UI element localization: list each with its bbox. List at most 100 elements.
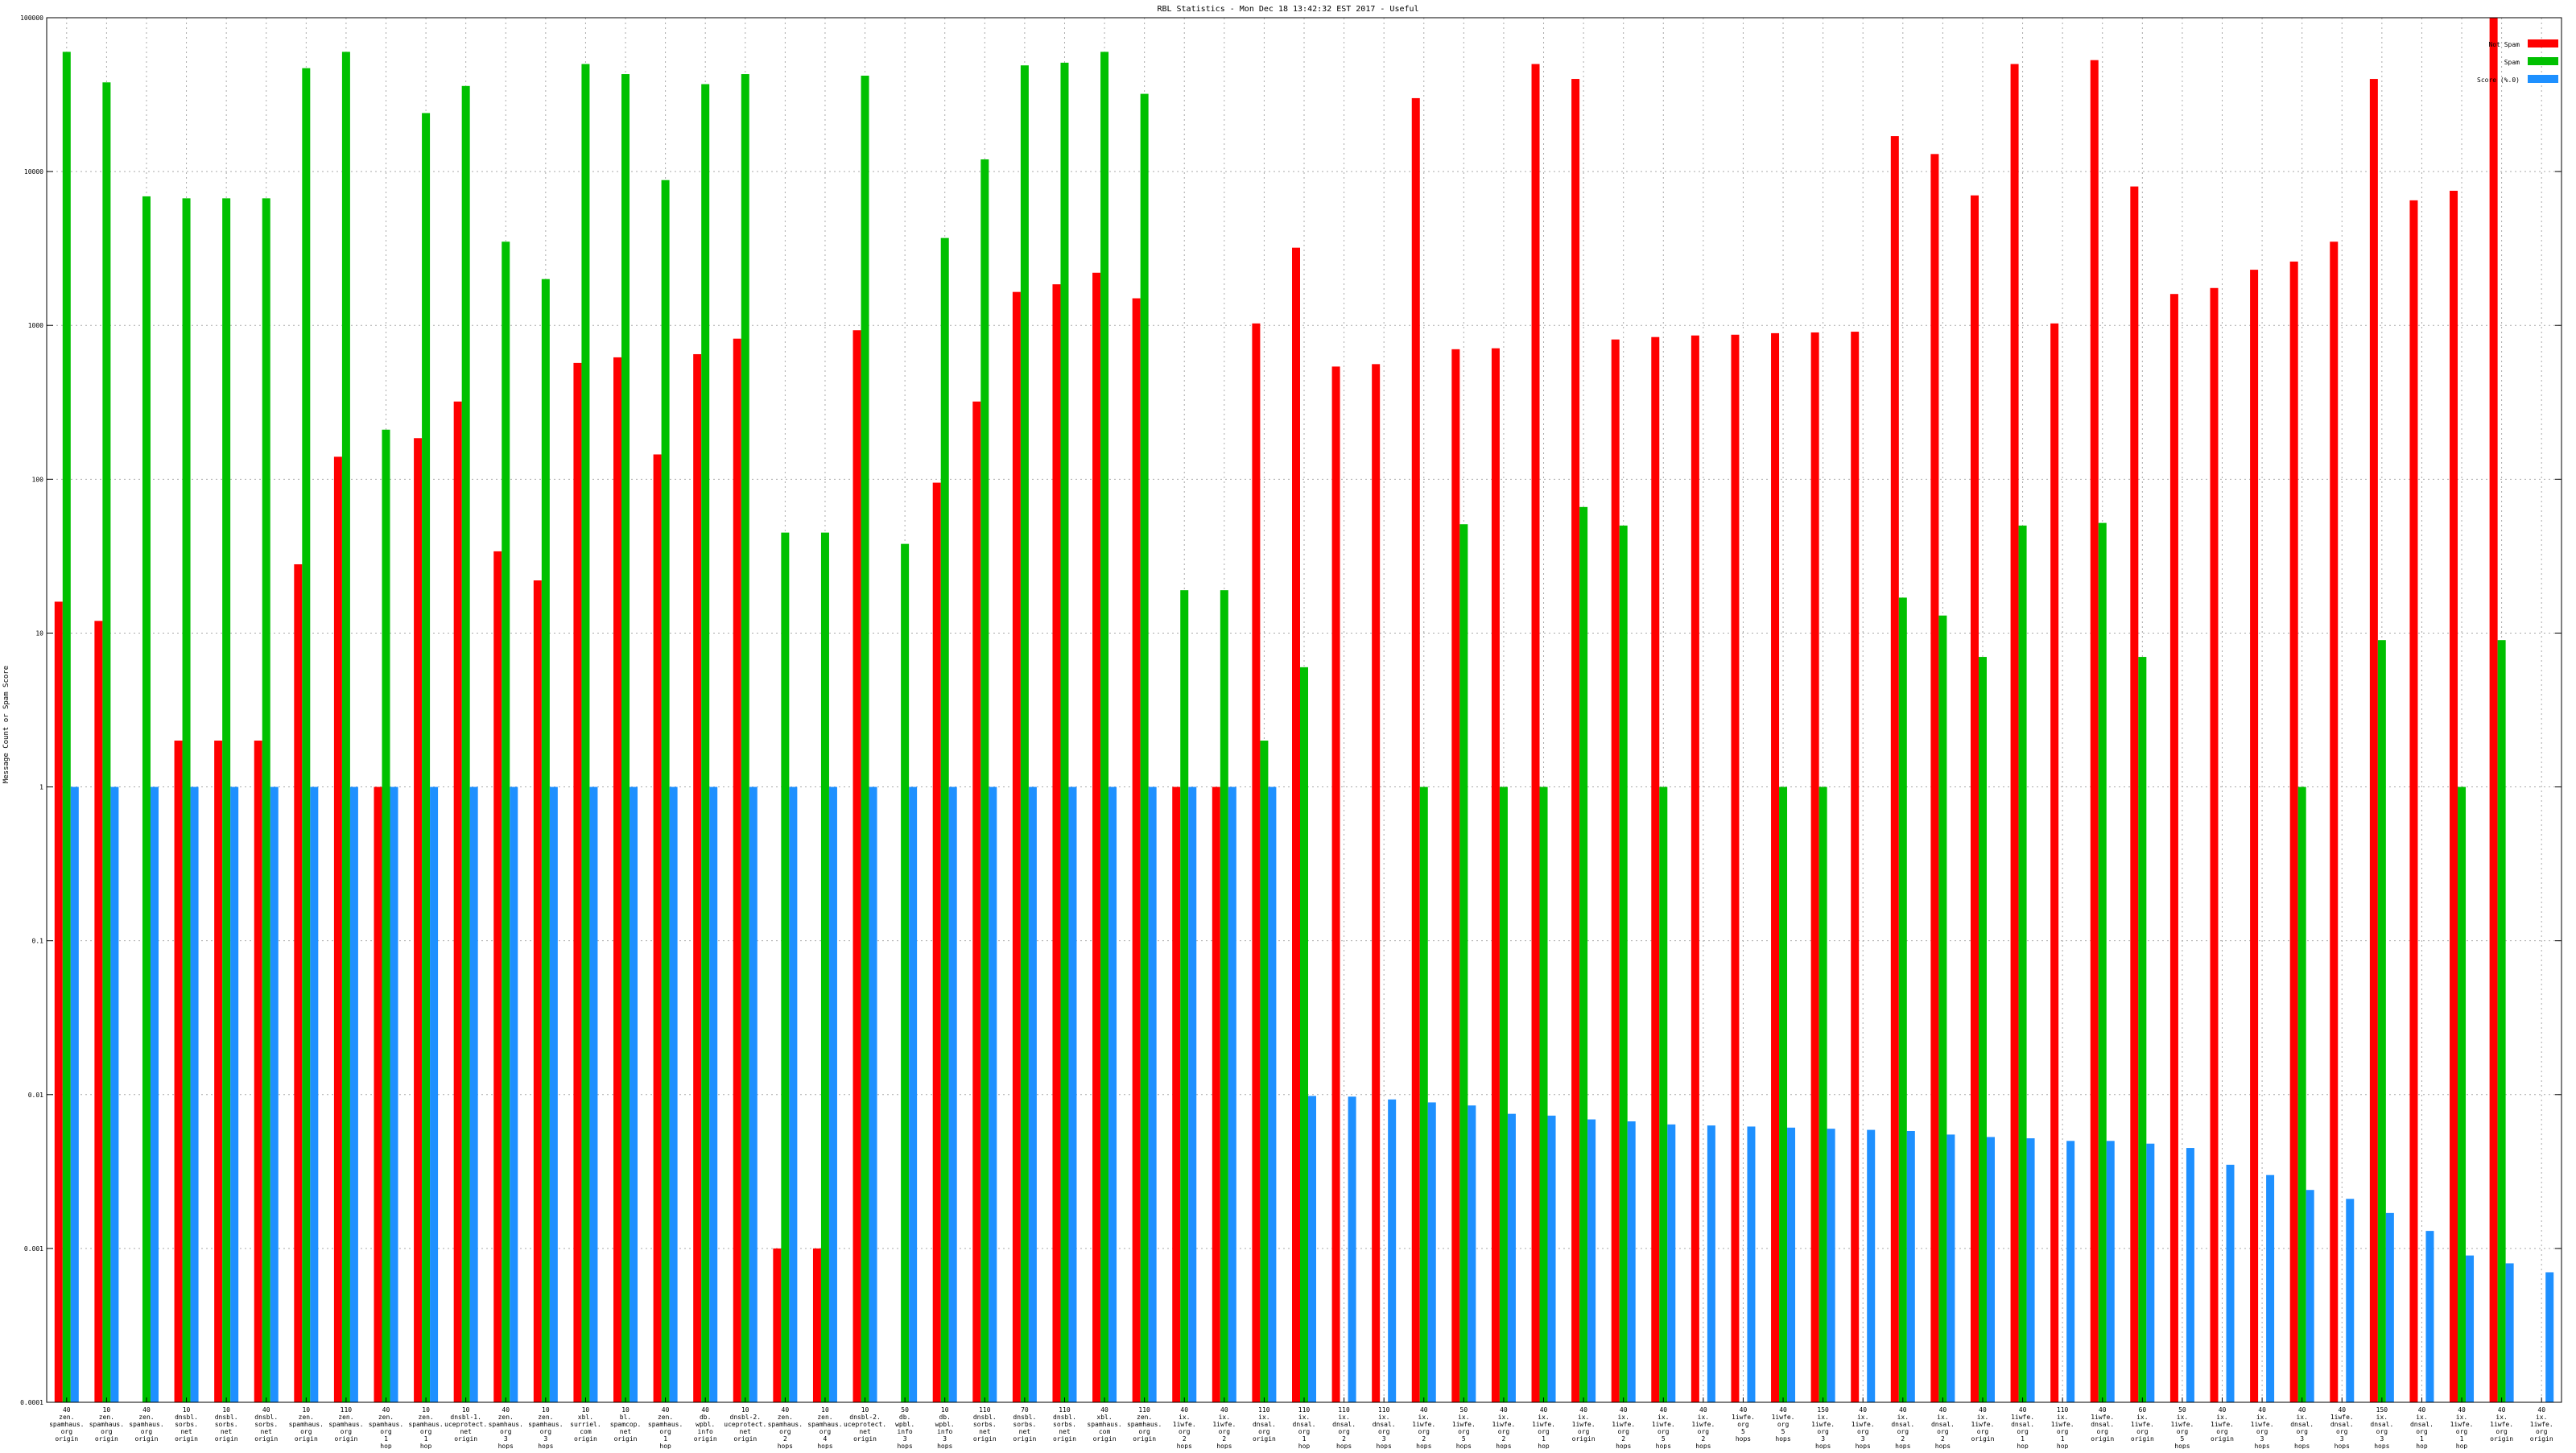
x-tick-label: 40 1iwfe. org 5 hops	[1772, 1406, 1795, 1443]
bar-score-0-	[1906, 1130, 1915, 1402]
legend-swatch	[2528, 57, 2558, 65]
bar-score-0-	[310, 786, 319, 1402]
bar-not-spam	[1651, 336, 1660, 1402]
bar-spam	[341, 52, 350, 1403]
bar-spam	[1938, 615, 1947, 1402]
x-tick-label: 40 ix. 1iwfe. org 3 hops	[1852, 1406, 1875, 1449]
x-tick-label: 10 db. wpbl. info 3 hops	[935, 1406, 955, 1449]
legend-swatch	[2528, 39, 2558, 47]
bar-not-spam	[932, 482, 941, 1402]
bar-score-0-	[1068, 786, 1077, 1402]
x-tick-label: 10 zen. spamhaus. org 4 hops	[807, 1406, 842, 1449]
bar-not-spam	[2210, 287, 2219, 1403]
bar-spam	[621, 74, 630, 1403]
x-tick-label: 70 dnsbl. sorbs. net origin	[1013, 1406, 1036, 1443]
bar-not-spam	[972, 401, 981, 1402]
bar-not-spam	[2409, 200, 2418, 1402]
legend-label: Not Spam	[2488, 41, 2520, 48]
bar-spam	[1898, 597, 1907, 1402]
x-tick-label: 40 1iwfe. org 5 hops	[1732, 1406, 1755, 1443]
x-tick-label: 40 ix. 1iwfe. org 5 hops	[1652, 1406, 1675, 1449]
bar-not-spam	[533, 580, 542, 1402]
bar-score-0-	[1827, 1129, 1835, 1402]
bar-spam	[701, 84, 710, 1402]
x-tick-label: 10 zen. spamhaus. org 1 hop	[408, 1406, 443, 1449]
bar-score-0-	[1108, 786, 1117, 1402]
bar-score-0-	[2066, 1141, 2075, 1402]
bar-not-spam	[1212, 786, 1220, 1402]
bar-spam	[2458, 786, 2467, 1402]
bar-not-spam	[1132, 298, 1141, 1402]
y-axis-label: Message Count or Spam Score	[2, 666, 10, 783]
x-tick-label: 150 ix. 1iwfe. org 3 hops	[1811, 1406, 1835, 1449]
x-tick-label: 40 db. wpbl. info origin	[694, 1406, 717, 1443]
bar-score-0-	[2545, 1272, 2554, 1402]
bar-score-0-	[1148, 786, 1157, 1402]
bar-spam	[1300, 667, 1308, 1402]
x-tick-label: 40 ix. 1iwfe. org 2 hops	[1691, 1406, 1715, 1449]
bar-spam	[2297, 786, 2306, 1402]
bar-not-spam	[1571, 79, 1580, 1402]
x-tick-label: 10 zen. spamhaus. org origin	[289, 1406, 324, 1443]
bar-score-0-	[2146, 1143, 2155, 1402]
bar-not-spam	[2050, 323, 2059, 1402]
bar-not-spam	[1930, 154, 1939, 1403]
bar-spam	[262, 198, 270, 1403]
bar-score-0-	[1747, 1126, 1756, 1402]
bar-score-0-	[989, 786, 997, 1402]
x-tick-label: 40 ix. 1iwfe. org 2 hops	[1412, 1406, 1435, 1449]
x-tick-label: 50 db. wpbl. info 3 hops	[895, 1406, 914, 1449]
x-tick-label: 40 ix. 1iwfe. org 2 hops	[1212, 1406, 1236, 1449]
bar-not-spam	[2090, 60, 2099, 1402]
bar-spam	[502, 241, 510, 1403]
bar-not-spam	[1491, 348, 1500, 1402]
bar-spam	[1779, 786, 1788, 1402]
bar-spam	[2377, 640, 2386, 1402]
legend-label: Spam	[2504, 59, 2520, 66]
bar-not-spam	[1331, 366, 1340, 1402]
bar-score-0-	[749, 786, 758, 1402]
bar-not-spam	[852, 330, 861, 1402]
bar-not-spam	[453, 401, 462, 1402]
bar-not-spam	[1970, 195, 1979, 1402]
x-tick-label: 40 1iwfe. dnsal. org 3 hops	[2330, 1406, 2354, 1449]
bar-not-spam	[54, 601, 63, 1402]
bar-not-spam	[1611, 339, 1620, 1402]
bar-score-0-	[2505, 1263, 2514, 1402]
bar-score-0-	[2425, 1231, 2434, 1402]
x-tick-label: 40 zen. spamhaus. org 1 hop	[369, 1406, 403, 1449]
x-tick-label: 40 ix. 1iwfe. org origin	[2530, 1406, 2553, 1443]
bar-spam	[382, 429, 390, 1402]
bar-score-0-	[2226, 1164, 2235, 1402]
bar-not-spam	[2130, 186, 2139, 1402]
bar-spam	[422, 113, 431, 1403]
bar-spam	[861, 76, 869, 1403]
bar-score-0-	[190, 786, 199, 1402]
x-tick-label: 40 ix. 1iwfe. org 2 hops	[1492, 1406, 1515, 1449]
bar-score-0-	[270, 786, 279, 1402]
x-tick-label: 110 ix. 1iwfe. org 1 hop	[2051, 1406, 2074, 1449]
bar-not-spam	[1172, 786, 1181, 1402]
bar-not-spam	[1731, 334, 1740, 1402]
x-tick-label: 110 ix. dnsal. org 2 hops	[1332, 1406, 1356, 1449]
bar-not-spam	[254, 741, 262, 1402]
bar-not-spam	[174, 741, 183, 1402]
x-tick-label: 40 ix. 1iwfe. org origin	[1572, 1406, 1596, 1443]
bar-score-0-	[1388, 1099, 1397, 1402]
bar-spam	[581, 64, 590, 1403]
bar-spam	[1140, 93, 1149, 1403]
bar-score-0-	[1028, 786, 1037, 1402]
x-tick-label: 40 ix. 1iwfe. org 1 hop	[1532, 1406, 1555, 1449]
bar-score-0-	[349, 786, 358, 1402]
chart-title: RBL Statistics - Mon Dec 18 13:42:32 EST…	[1157, 5, 1418, 14]
x-tick-label: 110 zen. spamhaus. org origin	[1127, 1406, 1162, 1443]
legend-swatch	[2528, 75, 2558, 83]
bar-score-0-	[1468, 1105, 1476, 1402]
bar-score-0-	[1587, 1119, 1596, 1402]
bar-score-0-	[230, 786, 239, 1402]
bar-not-spam	[2369, 79, 2378, 1402]
y-tick-label: 100000	[20, 14, 43, 22]
bar-spam	[1260, 741, 1269, 1402]
bar-spam	[1499, 786, 1508, 1402]
